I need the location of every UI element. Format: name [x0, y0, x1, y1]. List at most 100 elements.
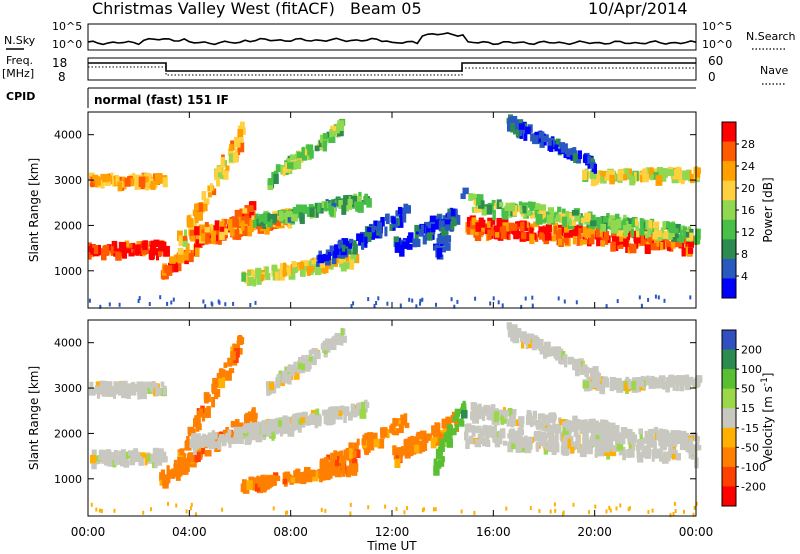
echo-cell — [419, 430, 427, 440]
echo-cell — [366, 198, 372, 208]
echo-cell — [414, 231, 419, 242]
echo-cell — [432, 437, 438, 443]
echo-cell — [364, 236, 368, 248]
echo-cell — [600, 173, 604, 183]
echo-cell — [386, 301, 389, 306]
echo-cell — [648, 232, 652, 244]
echo-cell — [203, 198, 210, 205]
echo-cell — [689, 173, 695, 184]
echo-cell — [421, 438, 427, 445]
echo-cell — [549, 509, 552, 514]
echo-cell — [631, 228, 635, 237]
echo-cell — [628, 428, 633, 439]
echo-cell — [314, 202, 319, 211]
echo-cell — [159, 295, 162, 300]
echo-cell — [567, 212, 575, 219]
echo-cell — [552, 443, 560, 453]
echo-cell — [353, 240, 357, 246]
echo-cell — [194, 452, 201, 463]
echo-cell — [594, 170, 600, 176]
echo-cell — [287, 219, 293, 229]
echo-cell — [649, 435, 656, 443]
echo-cell — [521, 338, 525, 349]
time-x-ticks: 00:00 04:00 08:00 12:00 16:00 20:00 00:00 — [71, 112, 713, 539]
echo-cell — [618, 222, 625, 231]
echo-cell — [333, 251, 338, 259]
echo-cell — [317, 254, 325, 264]
echo-cell — [597, 228, 603, 238]
echo-cell — [572, 147, 577, 156]
echo-cell — [676, 375, 681, 381]
power-panel: 1000 2000 3000 4000 Slant Range [km] 28 24 20… — [27, 111, 775, 309]
echo-cell — [347, 255, 353, 263]
echo-cell — [204, 449, 212, 457]
echo-cell — [185, 509, 188, 514]
echo-cell — [265, 426, 271, 436]
colorbar-tick-label: 24 — [741, 160, 755, 173]
echo-cell — [623, 174, 628, 181]
echo-cell — [234, 348, 240, 358]
echo-cell — [617, 242, 624, 249]
echo-cell — [320, 468, 325, 477]
echo-cell — [439, 235, 443, 241]
echo-cell — [204, 407, 211, 418]
echo-cell — [521, 437, 528, 444]
echo-cell — [609, 175, 615, 185]
echo-cell — [582, 239, 588, 245]
echo-cell — [576, 235, 580, 246]
echo-cell — [184, 441, 190, 451]
echo-cell — [147, 381, 152, 388]
echo-cell — [389, 224, 395, 231]
echo-cell — [563, 299, 566, 304]
echo-cell — [683, 236, 688, 244]
echo-cell — [353, 254, 360, 264]
echo-cell — [633, 171, 637, 182]
echo-cell — [237, 422, 244, 430]
echo-cell — [222, 171, 229, 180]
echo-cell — [663, 221, 669, 229]
echo-cell — [416, 238, 421, 248]
echo-cell — [163, 265, 171, 273]
echo-cell — [546, 214, 552, 225]
echo-cell — [380, 217, 385, 227]
echo-cell — [384, 226, 388, 237]
echo-cell — [150, 240, 157, 252]
echo-cell — [251, 477, 258, 485]
echo-cell — [230, 351, 236, 361]
echo-cell — [444, 433, 450, 443]
echo-cell — [204, 304, 207, 309]
echo-cell — [272, 506, 275, 511]
echo-cell — [562, 143, 568, 151]
echo-cell — [663, 298, 666, 303]
echo-cell — [228, 223, 233, 231]
echo-cell — [594, 504, 597, 509]
echo-cell — [613, 236, 619, 246]
echo-cell — [562, 426, 569, 435]
echo-cell — [221, 507, 224, 512]
echo-cell — [663, 438, 670, 447]
echo-cell — [158, 454, 166, 463]
echo-cell — [216, 169, 224, 180]
echo-cell — [393, 454, 398, 461]
echo-cell — [610, 215, 616, 224]
echo-cell — [629, 175, 636, 186]
echo-cell — [590, 421, 596, 427]
echo-cell — [293, 361, 297, 373]
echo-cell — [496, 217, 503, 227]
echo-cell — [487, 229, 492, 240]
echo-cell — [438, 433, 446, 441]
echo-cell — [177, 254, 184, 264]
echo-cell — [485, 408, 491, 417]
echo-cell — [344, 406, 350, 413]
echo-cell — [475, 222, 482, 232]
echo-cell — [616, 443, 624, 451]
echo-cell — [308, 349, 313, 357]
echo-cell — [649, 167, 654, 179]
echo-cell — [642, 168, 648, 178]
echo-cell — [609, 450, 617, 457]
echo-cell — [586, 155, 591, 164]
echo-cell — [444, 242, 451, 251]
echo-cell — [230, 431, 235, 440]
echo-cell — [615, 235, 623, 243]
echo-cell — [554, 144, 559, 152]
